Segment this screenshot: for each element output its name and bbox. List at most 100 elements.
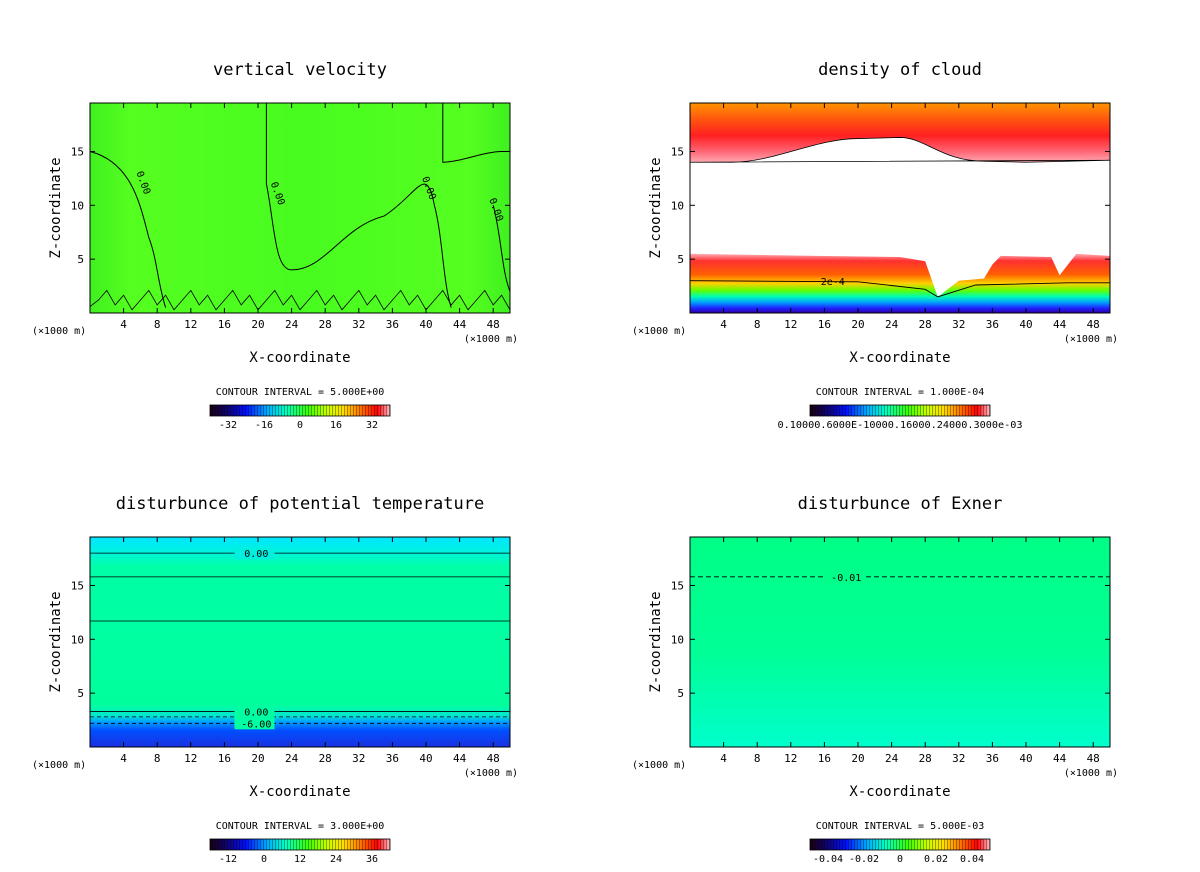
x-tick-label: 12 xyxy=(784,318,797,331)
x-tick-label: 16 xyxy=(818,752,831,765)
contour-line xyxy=(89,289,511,311)
colorbar: 0.10000.6000E-10000.16000.24000.3000e-03 xyxy=(778,404,1023,431)
x-tick-label: 28 xyxy=(919,318,932,331)
contour-line xyxy=(689,280,1110,298)
x-tick-label: 48 xyxy=(1087,318,1100,331)
x-tick-label: 28 xyxy=(919,752,932,765)
x-tick-label: 36 xyxy=(986,318,999,331)
upper-cloud-contour xyxy=(689,137,1111,163)
x-tick-label: 36 xyxy=(986,752,999,765)
colorbar-tick-label: 32 xyxy=(366,420,378,431)
x-tick-label: 12 xyxy=(184,752,197,765)
x-tick-label: 20 xyxy=(851,752,864,765)
x-tick-label: 36 xyxy=(386,752,399,765)
plot-area xyxy=(89,103,511,313)
chart-title: vertical velocity xyxy=(213,60,387,80)
x-unit-right: (×1000 m) xyxy=(464,768,518,779)
x-tick-label: 44 xyxy=(453,318,467,331)
y-tick-label: 15 xyxy=(671,579,684,592)
colorbar-tick-label: -0.04 xyxy=(813,854,843,865)
y-tick-label: 10 xyxy=(671,199,684,212)
x-tick-label: 24 xyxy=(885,318,899,331)
x-unit-right: (×1000 m) xyxy=(1064,334,1118,345)
x-tick-label: 12 xyxy=(784,752,797,765)
x-tick-label: 32 xyxy=(352,318,365,331)
x-tick-label: 16 xyxy=(818,318,831,331)
colorbar: -0.04 -0.02 0 0.02 0.04 xyxy=(809,838,991,865)
x-unit-left: (×1000 m) xyxy=(32,760,86,771)
colorbar-tick-label: 24 xyxy=(330,854,342,865)
contour-label: 2e-4 xyxy=(821,277,845,288)
plot-background xyxy=(90,537,510,747)
colorbar: -32 -16 0 16 32 xyxy=(209,404,391,431)
y-tick-label: 5 xyxy=(677,687,684,700)
y-axis-label: Z-coordinate xyxy=(48,157,64,258)
colorbar: -12 0 12 24 36 xyxy=(209,838,391,865)
x-tick-label: 32 xyxy=(952,752,965,765)
x-tick-label: 20 xyxy=(851,318,864,331)
plot-frame xyxy=(689,536,1111,748)
contour-interval: CONTOUR INTERVAL = 5.000E+00 xyxy=(216,387,385,398)
y-tick-label: 10 xyxy=(71,199,84,212)
contour-label: 0.00 xyxy=(244,549,268,560)
plot-frame xyxy=(689,102,1111,314)
chart-title: disturbunce of potential temperature xyxy=(116,494,484,514)
colorbar-tick-label: 0.02 xyxy=(924,854,948,865)
plot-background xyxy=(690,537,1110,747)
contour-interval: CONTOUR INTERVAL = 5.000E-03 xyxy=(816,821,985,832)
y-tick-label: 15 xyxy=(71,579,84,592)
colorbar-tick-label: 36 xyxy=(366,854,378,865)
y-tick-label: 5 xyxy=(77,687,84,700)
x-tick-label: 24 xyxy=(285,318,299,331)
contour-label: 0.00 xyxy=(244,707,268,718)
x-tick-label: 24 xyxy=(885,752,899,765)
x-axis-label: X-coordinate xyxy=(849,350,950,366)
x-axis-label: X-coordinate xyxy=(249,784,350,800)
colorbar-tick-label: -32 xyxy=(219,420,237,431)
lower-cloud-layer xyxy=(690,253,1110,313)
chart-title: density of cloud xyxy=(818,60,982,80)
x-tick-label: 24 xyxy=(285,752,299,765)
x-tick-label: 20 xyxy=(251,318,264,331)
panel-p2: density of cloud 2e-4 4 8 12 16 20 24 28 32 36 40 44… xyxy=(632,60,1118,431)
colorbar-tick-label: 0 xyxy=(897,854,903,865)
chart-title: disturbunce of Exner xyxy=(798,494,1003,514)
x-tick-label: 36 xyxy=(386,318,399,331)
x-tick-label: 8 xyxy=(154,318,161,331)
x-tick-label: 48 xyxy=(487,752,500,765)
x-tick-label: 28 xyxy=(319,318,332,331)
contour-line xyxy=(89,150,167,308)
colorbar-tick-label: 0 xyxy=(297,420,303,431)
x-unit-right: (×1000 m) xyxy=(1064,768,1118,779)
colorbar-tick-label: 12 xyxy=(294,854,306,865)
x-tick-label: 8 xyxy=(154,752,161,765)
x-tick-label: 32 xyxy=(952,318,965,331)
x-axis-label: X-coordinate xyxy=(849,784,950,800)
x-tick-label: 40 xyxy=(1019,752,1032,765)
plot-area xyxy=(689,103,1111,313)
x-unit-left: (×1000 m) xyxy=(632,326,686,337)
y-axis-label: Z-coordinate xyxy=(648,591,664,692)
panel-p3: disturbunce of potential temperature 0.00… xyxy=(32,494,518,865)
x-tick-label: 44 xyxy=(1053,318,1067,331)
contour-line xyxy=(492,205,511,292)
plot-frame xyxy=(89,102,511,314)
colorbar-tick-label: 16 xyxy=(330,420,342,431)
contour-interval: CONTOUR INTERVAL = 3.000E+00 xyxy=(216,821,385,832)
x-tick-label: 40 xyxy=(1019,318,1032,331)
contour-interval: CONTOUR INTERVAL = 1.000E-04 xyxy=(816,387,985,398)
colorbar-tick-label: -12 xyxy=(219,854,237,865)
plot-area xyxy=(690,537,1110,747)
x-tick-label: 8 xyxy=(754,318,761,331)
y-axis-label: Z-coordinate xyxy=(648,157,664,258)
x-tick-label: 48 xyxy=(487,318,500,331)
x-unit-left: (×1000 m) xyxy=(32,326,86,337)
y-tick-label: 10 xyxy=(671,633,684,646)
x-tick-label: 40 xyxy=(419,318,432,331)
contour-line xyxy=(265,103,452,308)
x-tick-label: 12 xyxy=(184,318,197,331)
colorbar-tick-label: 0.10000.6000E-10000.16000.24000.3000e-03 xyxy=(778,420,1023,431)
upper-cloud-layer xyxy=(690,103,1110,163)
